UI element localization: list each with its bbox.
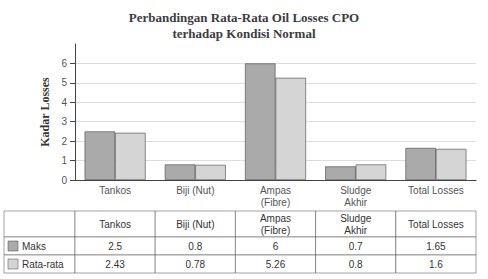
svg-text:Akhir: Akhir (344, 197, 367, 208)
svg-text:0.78: 0.78 (186, 259, 206, 270)
svg-text:1.6: 1.6 (429, 259, 443, 270)
svg-text:0.7: 0.7 (349, 241, 363, 252)
svg-text:Total Losses: Total Losses (408, 185, 464, 196)
svg-text:5: 5 (61, 77, 67, 88)
svg-text:Ampas: Ampas (260, 213, 291, 224)
svg-text:Sludge: Sludge (340, 213, 372, 224)
svg-text:Perbandingan Rata-Rata Oil Los: Perbandingan Rata-Rata Oil Losses CPO (129, 10, 359, 25)
svg-text:0: 0 (61, 175, 67, 186)
svg-text:6: 6 (61, 58, 67, 69)
svg-text:2: 2 (61, 136, 67, 147)
svg-text:Tankos: Tankos (99, 219, 131, 230)
svg-text:Ampas: Ampas (260, 185, 291, 196)
svg-text:Tankos: Tankos (99, 185, 131, 196)
svg-text:terhadap Kondisi Normal: terhadap Kondisi Normal (172, 26, 315, 41)
svg-text:Biji (Nut): Biji (Nut) (176, 219, 214, 230)
svg-text:2.43: 2.43 (105, 259, 125, 270)
svg-text:Akhir: Akhir (344, 225, 367, 236)
svg-text:4: 4 (61, 97, 67, 108)
svg-text:6: 6 (273, 241, 279, 252)
svg-text:(Fibre): (Fibre) (261, 225, 290, 236)
svg-text:0.8: 0.8 (349, 259, 363, 270)
svg-text:1: 1 (61, 155, 67, 166)
svg-text:2.5: 2.5 (108, 241, 122, 252)
svg-text:Rata-rata: Rata-rata (22, 259, 64, 270)
svg-text:5.26: 5.26 (266, 259, 286, 270)
svg-text:1.65: 1.65 (426, 241, 446, 252)
svg-text:Sludge: Sludge (340, 185, 372, 196)
svg-text:Kadar Losses: Kadar Losses (38, 77, 52, 147)
svg-text:0.8: 0.8 (188, 241, 202, 252)
svg-text:Biji (Nut): Biji (Nut) (176, 185, 214, 196)
svg-text:Maks: Maks (22, 241, 46, 252)
svg-text:3: 3 (61, 116, 67, 127)
svg-text:(Fibre): (Fibre) (261, 197, 290, 208)
svg-text:Total Losses: Total Losses (408, 219, 464, 230)
